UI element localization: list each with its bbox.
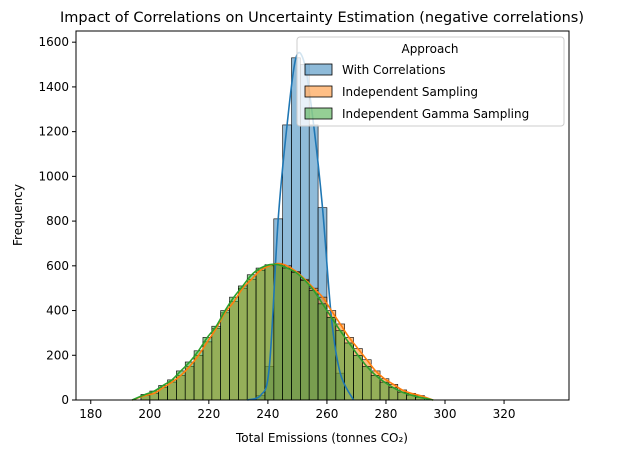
bar-independent-gamma-sampling <box>300 280 310 401</box>
bar-independent-gamma-sampling <box>353 354 363 401</box>
x-tick-label: 320 <box>493 407 516 421</box>
x-tick-label: 280 <box>375 407 398 421</box>
bar-independent-gamma-sampling <box>291 272 301 401</box>
y-tick-label: 800 <box>46 214 69 228</box>
bar-independent-gamma-sampling <box>282 267 292 401</box>
legend-label-independent-sampling: Independent Sampling <box>342 85 478 99</box>
x-tick-label: 300 <box>434 407 457 421</box>
y-axis-ticks: 0 200 400 600 800 1000 1200 1400 1600 <box>38 35 76 407</box>
bar-independent-gamma-sampling <box>317 303 328 401</box>
x-axis-label: Total Emissions (tonnes CO₂) <box>235 431 408 445</box>
bar-independent-gamma-sampling <box>308 290 319 401</box>
bar-independent-gamma-sampling <box>335 330 345 401</box>
y-tick-label: 1200 <box>38 125 69 139</box>
kde-independent-sampling <box>131 262 434 401</box>
legend-box <box>296 36 565 127</box>
bar-independent-gamma-sampling <box>255 267 266 401</box>
legend-swatch-with-correlations <box>304 63 333 76</box>
y-tick-label: 400 <box>46 304 69 318</box>
x-tick-label: 200 <box>138 407 161 421</box>
y-tick-label: 200 <box>46 348 69 362</box>
legend-swatch-independent-gamma-sampling <box>304 107 333 120</box>
y-tick-label: 600 <box>46 259 69 273</box>
x-tick-label: 260 <box>315 407 338 421</box>
histogram-bars <box>140 57 425 401</box>
bar-independent-gamma-sampling <box>370 375 381 401</box>
y-tick-label: 1400 <box>38 80 69 94</box>
x-tick-label: 180 <box>79 407 102 421</box>
legend-label-with-correlations: With Correlations <box>342 63 445 77</box>
bar-independent-gamma-sampling <box>211 325 221 401</box>
x-tick-label: 240 <box>256 407 279 421</box>
bar-independent-gamma-sampling <box>220 310 230 401</box>
kde-independent-gamma-sampling <box>131 263 434 401</box>
legend-label-independent-gamma-sampling: Independent Gamma Sampling <box>342 107 529 121</box>
bar-independent-gamma-sampling <box>238 285 248 401</box>
bar-independent-gamma-sampling <box>184 361 195 401</box>
bar-independent-gamma-sampling <box>246 274 257 401</box>
x-axis-ticks: 180 200 220 240 260 280 300 320 <box>79 400 516 421</box>
chart-title: Impact of Correlations on Uncertainty Es… <box>60 10 584 26</box>
legend-title: Approach <box>401 42 458 56</box>
y-tick-label: 1000 <box>38 169 69 183</box>
bar-independent-gamma-sampling <box>362 366 372 401</box>
y-axis-label: Frequency <box>11 184 25 246</box>
x-tick-label: 220 <box>197 407 220 421</box>
bar-independent-gamma-sampling <box>326 316 337 401</box>
legend-swatch-independent-sampling <box>304 85 333 98</box>
plot-frame <box>75 30 570 401</box>
bar-independent-gamma-sampling <box>229 296 239 401</box>
y-tick-label: 0 <box>61 393 69 407</box>
legend-items: With Correlations Independent Sampling Ind… <box>304 63 529 121</box>
legend: Approach With Correlations Independent Sa… <box>296 36 565 127</box>
y-tick-label: 1600 <box>38 35 69 49</box>
